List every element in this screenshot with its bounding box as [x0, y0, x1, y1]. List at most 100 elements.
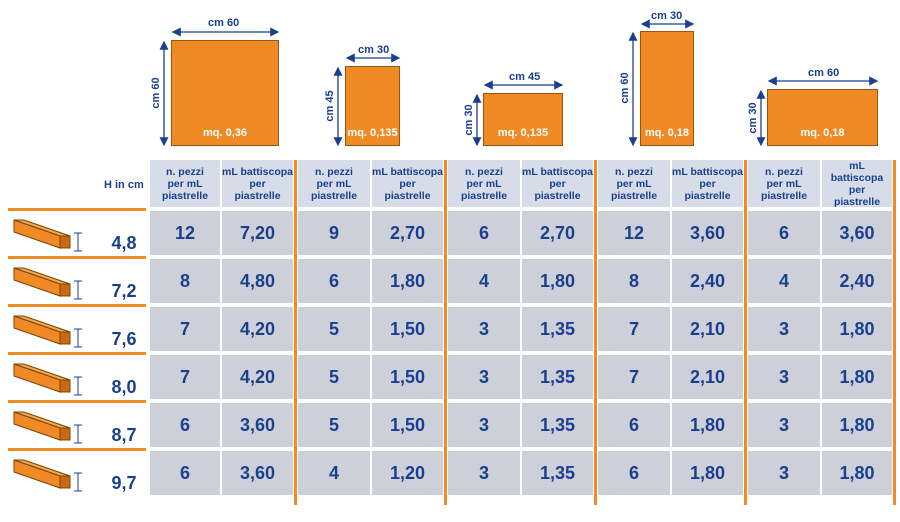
- h-in-cm-label: H in cm: [104, 179, 144, 191]
- cell-meters-skirting: 1,80: [372, 259, 443, 303]
- cell-pieces-per-meter: 6: [150, 451, 220, 495]
- header-pieces: n. pezzi per mL piastrelle: [598, 160, 670, 207]
- cell-meters-skirting: 1,80: [672, 403, 743, 447]
- header-pieces: n. pezzi per mL piastrelle: [448, 160, 520, 207]
- group-separator: [744, 160, 747, 505]
- cell-pieces-per-meter: 3: [748, 403, 820, 447]
- row-height-value: 4,8: [111, 233, 137, 253]
- cell-meters-skirting: 1,35: [522, 355, 593, 399]
- cell-pieces-per-meter: 7: [150, 355, 220, 399]
- row-height-value: 8,0: [111, 377, 137, 397]
- cell-pieces-per-meter: 12: [150, 211, 220, 255]
- row-height-value: 8,7: [111, 425, 137, 445]
- tile-area-label: mq. 0,18: [644, 127, 690, 139]
- row-height-value: 7,2: [111, 281, 137, 301]
- cell-pieces-per-meter: 3: [448, 451, 520, 495]
- cell-meters-skirting: 3,60: [822, 211, 892, 255]
- tile-area-label: mq. 0,135: [347, 127, 398, 139]
- cell-meters-skirting: 1,35: [522, 403, 593, 447]
- group-separator: [594, 160, 597, 505]
- tile-area-label: mq. 0,18: [800, 127, 845, 139]
- tile-30x60: mq. 0,18: [640, 31, 694, 146]
- cell-pieces-per-meter: 9: [298, 211, 370, 255]
- tile-45x30: mq. 0,135: [483, 93, 563, 146]
- cell-meters-skirting: 2,70: [372, 211, 443, 255]
- skirting-icons: [13, 219, 83, 492]
- cell-pieces-per-meter: 6: [748, 211, 820, 255]
- row-height-value: 7,6: [111, 329, 137, 349]
- cell-meters-skirting: 4,20: [222, 355, 293, 399]
- header-meters: mL battiscopa per piastrelle: [222, 160, 293, 207]
- cell-pieces-per-meter: 4: [298, 451, 370, 495]
- cell-meters-skirting: 1,35: [522, 451, 593, 495]
- tile-60x30: mq. 0,18: [767, 89, 878, 146]
- row-divider: [8, 208, 146, 211]
- cell-pieces-per-meter: 6: [298, 259, 370, 303]
- tile-60x60: mq. 0,36: [171, 40, 279, 146]
- cell-pieces-per-meter: 3: [748, 355, 820, 399]
- cell-meters-skirting: 1,20: [372, 451, 443, 495]
- skirting-piece-icon: [13, 459, 83, 492]
- cell-pieces-per-meter: 7: [150, 307, 220, 351]
- header-pieces: n. pezzi per mL piastrelle: [298, 160, 370, 207]
- dimension-arrows: [159, 19, 879, 147]
- cell-pieces-per-meter: 5: [298, 403, 370, 447]
- header-pieces: n. pezzi per mL piastrelle: [748, 160, 820, 207]
- cell-pieces-per-meter: 7: [598, 355, 670, 399]
- tile-area-label: mq. 0,36: [202, 127, 248, 139]
- cell-pieces-per-meter: 3: [448, 355, 520, 399]
- header-meters: mL battiscopa per piastrelle: [522, 160, 593, 207]
- tile-area-label: mq. 0,135: [497, 127, 549, 139]
- cell-pieces-per-meter: 3: [448, 403, 520, 447]
- skirting-piece-icon: [13, 363, 83, 396]
- cell-pieces-per-meter: 6: [150, 403, 220, 447]
- cell-meters-skirting: 1,80: [822, 451, 892, 495]
- cell-pieces-per-meter: 8: [598, 259, 670, 303]
- group-separator: [294, 160, 297, 505]
- tile-width-label: cm 60: [208, 17, 240, 29]
- cell-meters-skirting: 1,80: [822, 403, 892, 447]
- group-separator: [893, 160, 896, 505]
- header-meters: mL battiscopa per piastrelle: [372, 160, 443, 207]
- cell-meters-skirting: 1,80: [672, 451, 743, 495]
- header-meters: mL battiscopa per piastrelle: [822, 160, 892, 208]
- cell-meters-skirting: 1,80: [822, 307, 892, 351]
- cell-pieces-per-meter: 12: [598, 211, 670, 255]
- cell-meters-skirting: 2,40: [822, 259, 892, 303]
- row-divider: [8, 400, 146, 403]
- skirting-piece-icon: [13, 315, 83, 348]
- cell-meters-skirting: 1,35: [522, 307, 593, 351]
- cell-pieces-per-meter: 5: [298, 307, 370, 351]
- cell-meters-skirting: 2,70: [522, 211, 593, 255]
- cell-meters-skirting: 4,20: [222, 307, 293, 351]
- row-divider: [8, 304, 146, 307]
- cell-meters-skirting: 2,40: [672, 259, 743, 303]
- cell-pieces-per-meter: 4: [748, 259, 820, 303]
- header-pieces: n. pezzi per mL piastrelle: [150, 160, 220, 207]
- row-height-value: 9,7: [111, 473, 137, 493]
- skirting-piece-icon: [13, 411, 83, 444]
- tile-width-label: cm 30: [651, 10, 683, 22]
- cell-pieces-per-meter: 6: [598, 451, 670, 495]
- tile-width-label: cm 30: [358, 44, 390, 56]
- cell-meters-skirting: 2,10: [672, 355, 743, 399]
- cell-pieces-per-meter: 3: [748, 307, 820, 351]
- cell-meters-skirting: 4,80: [222, 259, 293, 303]
- cell-pieces-per-meter: 6: [598, 403, 670, 447]
- row-divider: [8, 352, 146, 355]
- cell-meters-skirting: 1,50: [372, 307, 443, 351]
- skirting-piece-icon: [13, 267, 83, 300]
- cell-meters-skirting: 1,50: [372, 355, 443, 399]
- tile-30x45: mq. 0,135: [345, 66, 400, 146]
- row-divider: [8, 448, 146, 451]
- cell-pieces-per-meter: 5: [298, 355, 370, 399]
- skirting-piece-icon: [13, 219, 83, 252]
- header-meters: mL battiscopa per piastrelle: [672, 160, 743, 207]
- row-divider: [8, 256, 146, 259]
- cell-meters-skirting: 1,80: [522, 259, 593, 303]
- cell-meters-skirting: 7,20: [222, 211, 293, 255]
- cell-meters-skirting: 3,60: [222, 403, 293, 447]
- cell-meters-skirting: 2,10: [672, 307, 743, 351]
- tile-width-label: cm 45: [509, 71, 541, 83]
- cell-pieces-per-meter: 3: [748, 451, 820, 495]
